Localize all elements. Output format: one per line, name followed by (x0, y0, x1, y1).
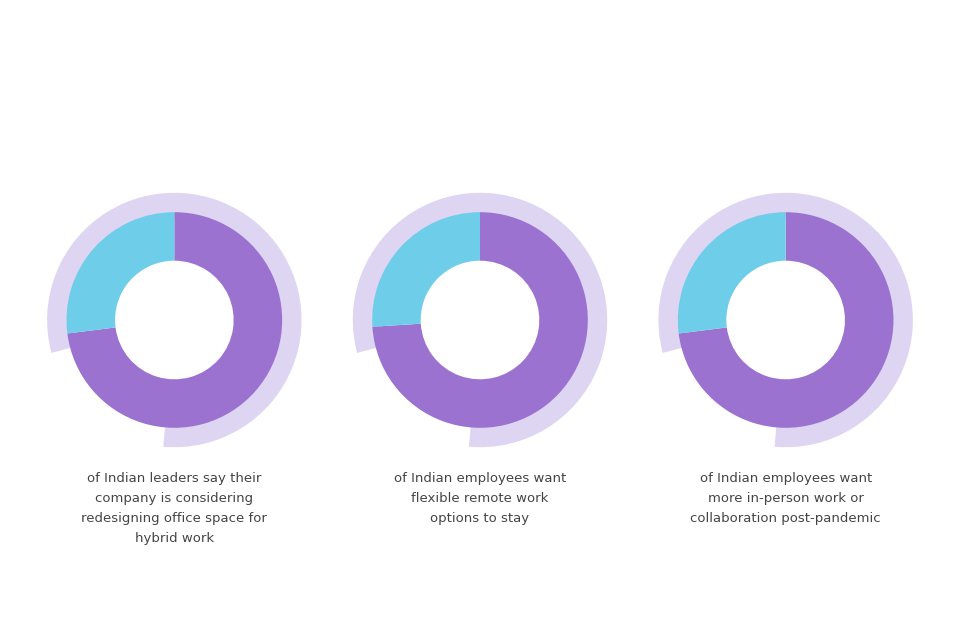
Circle shape (140, 285, 209, 355)
Text: of Indian employees want
more in-person work or
collaboration post-pandemic: of Indian employees want more in-person … (690, 472, 881, 525)
Wedge shape (352, 193, 608, 447)
Text: 74%: 74% (444, 343, 516, 372)
Wedge shape (372, 212, 480, 327)
Text: of Indian employees want
flexible remote work
options to stay: of Indian employees want flexible remote… (394, 472, 566, 525)
Circle shape (751, 285, 820, 355)
Text: 73%: 73% (749, 343, 822, 372)
Wedge shape (372, 212, 588, 428)
Text: of Indian leaders say their
company is considering
redesigning office space for
: of Indian leaders say their company is c… (82, 472, 267, 545)
Wedge shape (678, 212, 785, 333)
Wedge shape (67, 212, 282, 428)
Wedge shape (659, 193, 913, 447)
Circle shape (445, 285, 515, 355)
Wedge shape (47, 193, 301, 447)
Wedge shape (66, 212, 175, 333)
Text: 73%: 73% (138, 343, 211, 372)
Wedge shape (679, 212, 894, 428)
